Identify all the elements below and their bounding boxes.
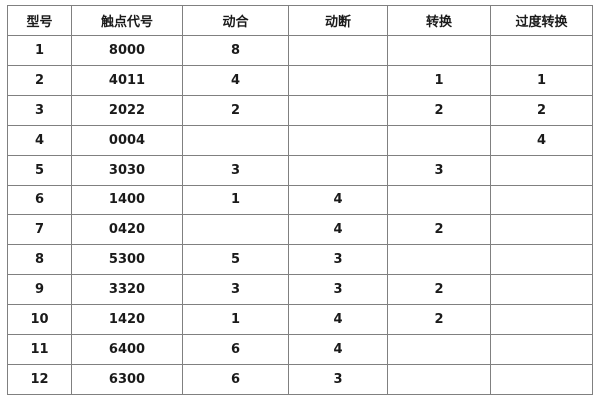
table-row: 8 5300 5 3	[7, 244, 593, 276]
table-cell: 4	[288, 184, 388, 216]
table-cell: 0420	[71, 214, 183, 246]
table-cell: 3	[182, 274, 289, 306]
table-cell	[387, 334, 491, 365]
table-cell	[288, 64, 388, 96]
table-row: 10 1420 1 4 2	[7, 304, 593, 336]
table-cell: 1	[387, 64, 491, 96]
table-cell: 3	[7, 94, 72, 126]
table-cell: 6400	[71, 334, 183, 365]
column-header-contact-code: 触点代号	[71, 5, 183, 36]
table-cell: 3	[288, 363, 388, 396]
table-row: 11 6400 6 4	[7, 334, 593, 365]
table-cell: 4	[182, 64, 289, 96]
table-cell	[288, 35, 388, 66]
table-cell	[490, 304, 593, 336]
table-body: 1 8000 8 2 4011 4 1 1 3 2022 2 2 2 4 0004 4 5 3030 3 3 6 1400…	[7, 35, 593, 396]
table-cell: 1400	[71, 184, 183, 216]
table-row: 5 3030 3 3	[7, 154, 593, 186]
table-cell	[490, 244, 593, 276]
table-cell	[288, 94, 388, 126]
table-cell: 0004	[71, 124, 183, 156]
table-row: 1 8000 8	[7, 35, 593, 66]
header-row: 型号 触点代号 动合 动断 转换 过度转换	[7, 5, 593, 36]
table-cell: 4011	[71, 64, 183, 96]
table-cell: 7	[7, 214, 72, 246]
table-cell	[288, 154, 388, 186]
table-cell	[288, 124, 388, 156]
table-cell	[387, 363, 491, 396]
table-row: 2 4011 4 1 1	[7, 64, 593, 96]
table-cell	[490, 334, 593, 365]
table-cell	[387, 244, 491, 276]
table-row: 12 6300 6 3	[7, 363, 593, 396]
table-cell: 4	[288, 214, 388, 246]
table-cell	[387, 35, 491, 66]
table-cell: 5300	[71, 244, 183, 276]
table-row: 3 2022 2 2 2	[7, 94, 593, 126]
table-row: 6 1400 1 4	[7, 184, 593, 216]
table-cell: 2	[387, 94, 491, 126]
table-row: 7 0420 4 2	[7, 214, 593, 246]
table-cell: 10	[7, 304, 72, 336]
table-cell: 3	[288, 274, 388, 306]
table-row: 4 0004 4	[7, 124, 593, 156]
table-cell	[490, 184, 593, 216]
table-cell: 8000	[71, 35, 183, 66]
table-cell	[182, 124, 289, 156]
table-cell: 2	[182, 94, 289, 126]
table-cell: 3	[182, 154, 289, 186]
table-cell: 3030	[71, 154, 183, 186]
column-header-transition-changeover: 过度转换	[490, 5, 593, 36]
table-cell	[490, 35, 593, 66]
table-cell: 5	[182, 244, 289, 276]
column-header-normally-open: 动合	[182, 5, 289, 36]
table-cell: 3	[387, 154, 491, 186]
column-header-changeover: 转换	[387, 5, 491, 36]
table-cell: 6	[182, 363, 289, 396]
table-cell: 1	[182, 304, 289, 336]
table-cell	[387, 184, 491, 216]
table-cell	[490, 274, 593, 306]
table-cell: 9	[7, 274, 72, 306]
table-cell	[182, 214, 289, 246]
table-cell: 4	[7, 124, 72, 156]
table-cell	[387, 124, 491, 156]
table-cell: 2	[7, 64, 72, 96]
table-cell: 6	[7, 184, 72, 216]
table-cell: 4	[288, 334, 388, 365]
table-cell: 8	[7, 244, 72, 276]
table-cell: 3320	[71, 274, 183, 306]
table-cell: 3	[288, 244, 388, 276]
table-cell: 2	[490, 94, 593, 126]
table-cell: 4	[288, 304, 388, 336]
table-cell: 5	[7, 154, 72, 186]
table-cell: 6300	[71, 363, 183, 396]
table-cell: 8	[182, 35, 289, 66]
table-cell: 2	[387, 274, 491, 306]
table-cell: 1	[182, 184, 289, 216]
table-cell: 1	[7, 35, 72, 66]
table-cell	[490, 154, 593, 186]
table-cell: 12	[7, 363, 72, 396]
table-row: 9 3320 3 3 2	[7, 274, 593, 306]
table-cell: 2	[387, 304, 491, 336]
table-cell: 6	[182, 334, 289, 365]
table-cell: 2	[387, 214, 491, 246]
table-cell: 11	[7, 334, 72, 365]
contact-table: 型号 触点代号 动合 动断 转换 过度转换 1 8000 8 2 4011 4 1 1 3 202…	[7, 5, 593, 396]
table-cell: 1420	[71, 304, 183, 336]
table-cell: 1	[490, 64, 593, 96]
table-cell	[490, 214, 593, 246]
column-header-model: 型号	[7, 5, 72, 36]
table-cell: 4	[490, 124, 593, 156]
table-cell	[490, 363, 593, 396]
column-header-normally-closed: 动断	[288, 5, 388, 36]
table-cell: 2022	[71, 94, 183, 126]
